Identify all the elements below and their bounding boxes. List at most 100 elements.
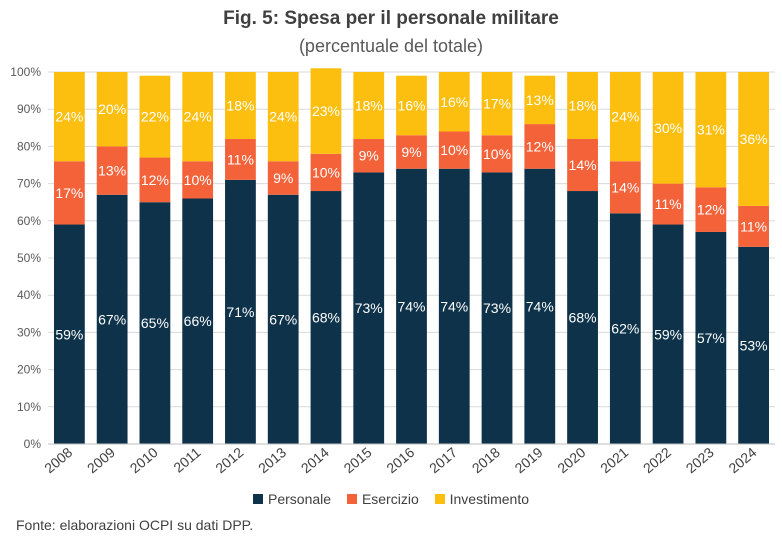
x-tick-label: 2021 — [597, 444, 631, 476]
bar-segment-investimento — [96, 72, 128, 147]
legend-swatch-esercizio — [346, 494, 357, 504]
x-tick-label: 2015 — [341, 444, 375, 476]
x-tick-label: 2018 — [469, 444, 503, 476]
chart-title: Fig. 5: Spesa per il personale militare — [223, 8, 559, 29]
bar-segment-personale — [524, 168, 556, 444]
data-label-esercizio: 14% — [611, 179, 639, 195]
legend-swatch-investimento — [434, 494, 445, 504]
bar-segment-investimento — [396, 75, 427, 136]
data-label-investimento: 18% — [569, 97, 597, 113]
x-tick-label: 2019 — [512, 444, 546, 476]
data-label-esercizio: 14% — [569, 157, 597, 173]
bar-segment-personale — [267, 194, 299, 444]
data-label-esercizio: 11% — [227, 151, 254, 167]
bar-segment-personale — [396, 168, 427, 444]
data-label-personale: 57% — [697, 330, 725, 346]
bar-segment-investimento — [609, 72, 641, 162]
bar-segment-investimento — [695, 72, 727, 188]
data-label-esercizio: 9% — [359, 148, 379, 164]
data-label-personale: 73% — [483, 300, 511, 316]
bar-segment-personale — [182, 198, 214, 444]
data-label-personale: 74% — [440, 298, 468, 314]
y-tick-label: 90% — [17, 102, 41, 116]
data-label-investimento: 20% — [98, 101, 126, 117]
x-tick-label: 2011 — [170, 444, 204, 476]
x-tick-label: 2013 — [255, 444, 289, 476]
data-label-esercizio: 12% — [141, 172, 169, 188]
bar-segment-personale — [139, 202, 171, 444]
data-label-investimento: 18% — [355, 97, 383, 113]
legend-item-personale: Personale — [253, 491, 331, 507]
bar-segment-esercizio — [695, 187, 727, 232]
bar-segment-esercizio — [139, 157, 171, 203]
bar-segment-esercizio — [609, 161, 641, 214]
bar-segment-investimento — [567, 72, 598, 139]
y-tick-label: 50% — [17, 251, 41, 265]
bar-segment-personale — [695, 231, 727, 444]
x-tick-label: 2024 — [725, 444, 759, 476]
data-label-investimento: 24% — [611, 109, 639, 125]
data-label-personale: 74% — [397, 298, 425, 314]
legend-swatch-personale — [253, 494, 263, 504]
legend-label-investimento: Investimento — [449, 491, 529, 507]
y-tick-label: 100% — [10, 65, 41, 79]
bar-segment-personale — [567, 191, 598, 444]
data-label-personale: 59% — [55, 326, 83, 342]
data-label-investimento: 22% — [141, 109, 169, 125]
y-tick-label: 60% — [17, 214, 41, 228]
data-label-esercizio: 10% — [184, 172, 212, 188]
bar-segment-esercizio — [438, 131, 470, 169]
bar-segment-personale — [310, 191, 342, 444]
y-tick-label: 80% — [17, 139, 41, 153]
data-label-investimento: 23% — [312, 103, 340, 119]
bar-segment-personale — [225, 179, 256, 444]
legend-label-personale: Personale — [268, 491, 332, 507]
legend: Personale Esercizio Investimento — [0, 491, 782, 507]
bar-segment-esercizio — [396, 135, 427, 169]
data-label-personale: 73% — [355, 300, 383, 316]
bar-segment-investimento — [652, 72, 684, 184]
y-tick-label: 30% — [17, 325, 41, 339]
bar-segment-personale — [438, 168, 470, 444]
x-tick-label: 2014 — [298, 444, 332, 476]
bar-segment-esercizio — [310, 153, 342, 192]
x-tick-label: 2009 — [84, 444, 118, 476]
legend-label-esercizio: Esercizio — [361, 491, 419, 507]
bar-segment-esercizio — [267, 161, 299, 195]
data-label-investimento: 13% — [526, 92, 554, 108]
x-tick-label: 2010 — [127, 444, 161, 476]
legend-item-investimento: Investimento — [434, 491, 529, 507]
source-note: Fonte: elaborazioni OCPI su dati DPP. — [16, 517, 254, 533]
data-label-investimento: 30% — [654, 120, 682, 136]
bar-segment-investimento — [53, 72, 85, 162]
bar-segment-investimento — [438, 72, 470, 132]
data-label-esercizio: 12% — [697, 202, 725, 218]
data-label-investimento: 18% — [226, 97, 254, 113]
bar-segment-investimento — [353, 72, 385, 139]
bar-segment-investimento — [225, 72, 256, 139]
data-label-esercizio: 11% — [655, 196, 682, 212]
bar-segment-esercizio — [567, 138, 598, 192]
bar-segment-investimento — [524, 75, 556, 125]
y-tick-label: 40% — [17, 288, 41, 302]
data-label-personale: 67% — [269, 311, 297, 327]
bar-segment-personale — [96, 194, 128, 444]
y-tick-label: 10% — [17, 400, 41, 414]
bar-segment-investimento — [310, 68, 342, 154]
data-label-esercizio: 10% — [483, 146, 511, 162]
legend-item-esercizio: Esercizio — [346, 491, 419, 507]
bar-segment-esercizio — [182, 161, 214, 199]
bar-segment-esercizio — [738, 205, 770, 247]
x-tick-label: 2012 — [212, 444, 246, 476]
x-tick-label: 2020 — [554, 444, 588, 476]
data-label-personale: 71% — [226, 304, 254, 320]
data-label-personale: 68% — [312, 310, 340, 326]
chart-subtitle: (percentuale del totale) — [298, 36, 484, 56]
data-label-investimento: 16% — [397, 97, 425, 113]
bar-segment-investimento — [738, 72, 770, 206]
bar-segment-investimento — [182, 72, 214, 162]
bar-segment-esercizio — [225, 138, 256, 180]
data-label-investimento: 24% — [184, 109, 212, 125]
data-label-investimento: 16% — [440, 94, 468, 110]
